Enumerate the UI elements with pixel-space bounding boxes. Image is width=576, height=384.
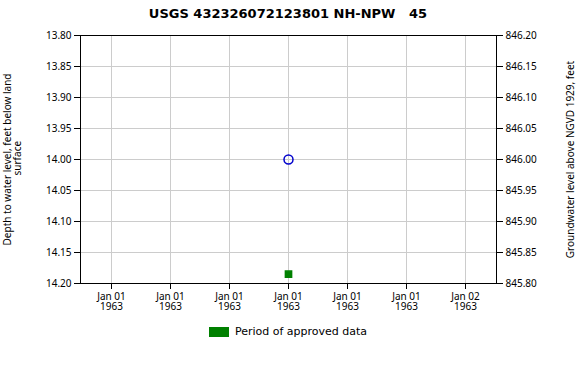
svg-text:14.00: 14.00 bbox=[46, 152, 72, 166]
svg-text:Jan 021963: Jan 021963 bbox=[450, 289, 480, 313]
svg-text:Depth to water level, feet bel: Depth to water level, feet below land su… bbox=[0, 74, 24, 246]
svg-text:846.15: 846.15 bbox=[506, 59, 538, 73]
html-text:Period of approved data: Period of approved data bbox=[234, 325, 368, 338]
svg-text:13.85: 13.85 bbox=[46, 59, 72, 73]
svg-text:14.15: 14.15 bbox=[46, 245, 72, 259]
svg-text:Jan 011963: Jan 011963 bbox=[332, 289, 362, 313]
svg-text:846.20: 846.20 bbox=[506, 28, 538, 42]
svg-text:845.85: 845.85 bbox=[506, 245, 538, 259]
svg-text:846.00: 846.00 bbox=[506, 152, 538, 166]
svg-text:845.80: 845.80 bbox=[506, 276, 538, 290]
svg-text:14.20: 14.20 bbox=[46, 276, 72, 290]
svg-text:845.95: 845.95 bbox=[506, 183, 538, 197]
svg-text:14.05: 14.05 bbox=[46, 183, 72, 197]
svg-text:Jan 011963: Jan 011963 bbox=[391, 289, 421, 313]
svg-text:14.10: 14.10 bbox=[46, 214, 72, 228]
svg-text:Jan 011963: Jan 011963 bbox=[96, 289, 126, 313]
svg-text:Jan 011963: Jan 011963 bbox=[214, 289, 244, 313]
svg-text:846.10: 846.10 bbox=[506, 90, 538, 104]
svg-text:13.80: 13.80 bbox=[46, 28, 72, 42]
svg-text:845.90: 845.90 bbox=[506, 214, 538, 228]
svg-text:846.05: 846.05 bbox=[506, 121, 538, 135]
svg-text:Groundwater level above NGVD 1: Groundwater level above NGVD 1929, feet bbox=[563, 60, 576, 258]
svg-text:13.90: 13.90 bbox=[46, 90, 72, 104]
svg-text:13.95: 13.95 bbox=[46, 121, 72, 135]
svg-text:Jan 011963: Jan 011963 bbox=[155, 289, 185, 313]
html-text:USGS 432326072123801 NH-NPW 45: USGS 432326072123801 NH-NPW 45 bbox=[148, 6, 428, 21]
svg-text:Jan 011963: Jan 011963 bbox=[273, 289, 303, 313]
